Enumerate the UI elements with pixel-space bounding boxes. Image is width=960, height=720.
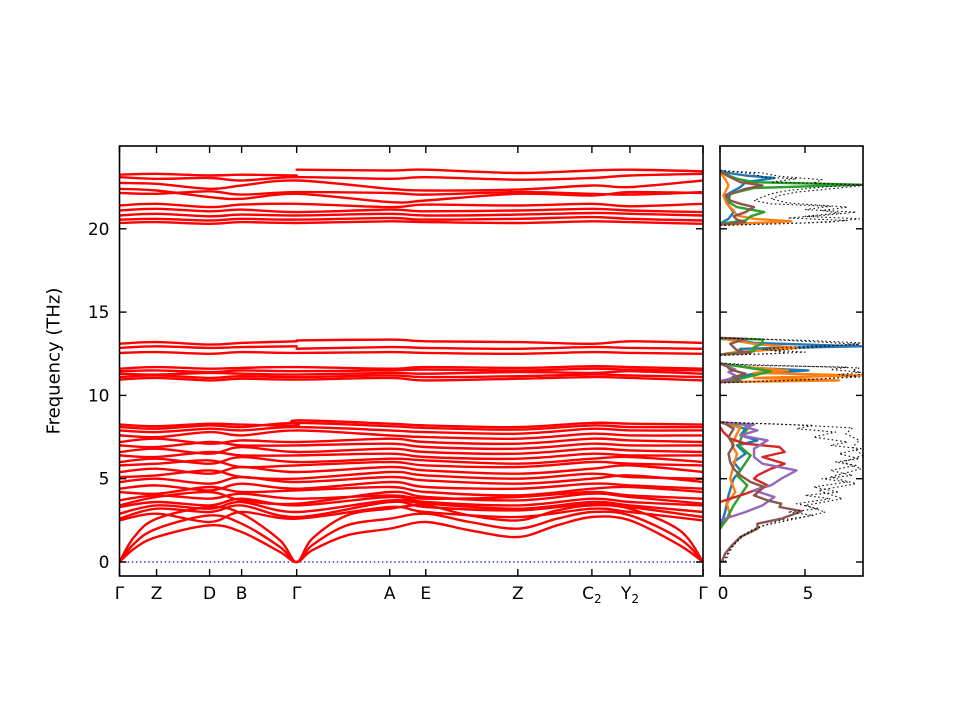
phonon-band bbox=[119, 421, 703, 431]
phonon-band bbox=[119, 207, 703, 214]
phonon-band bbox=[119, 364, 703, 370]
phonon-band bbox=[119, 375, 703, 382]
x-tick-label: C2 bbox=[582, 584, 602, 606]
phonon-band bbox=[119, 469, 703, 481]
x-tick-label: B bbox=[236, 584, 248, 604]
y-tick-label: 0 bbox=[99, 553, 110, 573]
band-panel-frame bbox=[118, 145, 704, 577]
x-tick-label: A bbox=[384, 584, 396, 604]
phonon-band bbox=[295, 345, 703, 351]
phonon-band bbox=[119, 500, 703, 520]
pdos-orange-curve bbox=[720, 420, 742, 530]
phonon-band bbox=[119, 480, 703, 492]
phonon-band bbox=[119, 367, 703, 374]
y-tick-label: 10 bbox=[88, 386, 110, 406]
phonon-band bbox=[119, 187, 703, 204]
phonon-band bbox=[119, 172, 703, 182]
x-tick-label: Γ bbox=[292, 584, 302, 604]
phonon-band bbox=[119, 425, 703, 436]
phonon-band bbox=[119, 429, 703, 441]
phonon-band bbox=[119, 172, 298, 177]
phonon-band bbox=[119, 350, 703, 356]
y-axis-label: Frequency (THz) bbox=[43, 287, 65, 435]
phonon-band bbox=[119, 464, 703, 475]
pdos-orange-curve bbox=[720, 171, 793, 226]
phonon-band bbox=[119, 515, 703, 564]
dos-x-tick-label: 5 bbox=[803, 584, 814, 604]
phonon-band bbox=[119, 437, 703, 446]
pdos-blue-curve bbox=[720, 420, 759, 530]
x-tick-label: Γ bbox=[115, 584, 125, 604]
total-dos-dotted-2-curve bbox=[720, 169, 863, 227]
x-tick-label: Z bbox=[151, 584, 163, 604]
total-dos-dotted-1-curve bbox=[720, 421, 862, 563]
x-tick-label: Y2 bbox=[620, 584, 639, 606]
pdos-green-curve bbox=[720, 362, 773, 383]
phonon-band bbox=[119, 498, 703, 515]
x-tick-label: Z bbox=[512, 584, 524, 604]
total-dos-dotted-2-curve bbox=[720, 362, 863, 384]
dos-x-tick-label: 0 bbox=[718, 584, 729, 604]
phonon-band bbox=[119, 485, 703, 497]
phonon-band bbox=[119, 445, 703, 456]
phonon-band bbox=[119, 455, 703, 465]
pdos-brown-curve bbox=[720, 170, 764, 226]
phonon-band bbox=[119, 459, 703, 469]
phonon-band bbox=[119, 179, 703, 192]
y-tick-label: 15 bbox=[88, 303, 110, 323]
phonon-band bbox=[119, 215, 703, 222]
phonon-band bbox=[119, 373, 703, 380]
phonon-band bbox=[119, 345, 298, 350]
phonon-band bbox=[119, 505, 703, 524]
phonon-band bbox=[119, 495, 703, 509]
y-tick-label: 20 bbox=[88, 220, 110, 240]
phonon-band bbox=[295, 338, 703, 346]
phonon-band bbox=[119, 211, 703, 218]
phonon-band bbox=[119, 419, 703, 429]
x-tick-label: D bbox=[203, 584, 216, 604]
pdos-brown-curve bbox=[720, 362, 747, 384]
x-tick-label: Γ bbox=[698, 584, 708, 604]
phonon-band bbox=[119, 474, 703, 485]
pdos-blue-curve bbox=[720, 169, 776, 225]
x-tick-label: E bbox=[420, 584, 431, 604]
pdos-red-curve bbox=[720, 426, 786, 504]
y-tick-label: 5 bbox=[99, 470, 110, 490]
phonon-band bbox=[295, 168, 703, 175]
dos-panel-frame bbox=[719, 145, 864, 577]
phonon-band bbox=[119, 490, 703, 507]
phonon-band bbox=[119, 510, 703, 564]
phonon-band bbox=[119, 202, 703, 209]
phonon-band bbox=[119, 220, 703, 226]
phonon-band bbox=[119, 490, 703, 502]
pdos-purple-curve bbox=[720, 420, 798, 522]
phonon-band bbox=[119, 503, 703, 564]
phonon-band bbox=[119, 340, 298, 346]
